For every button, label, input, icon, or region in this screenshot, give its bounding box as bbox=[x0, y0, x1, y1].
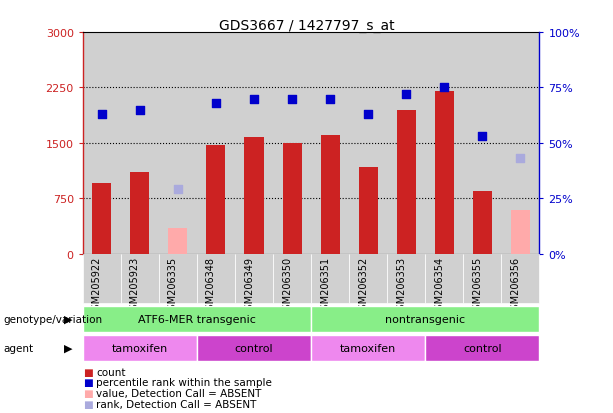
FancyBboxPatch shape bbox=[425, 335, 539, 361]
Point bbox=[287, 96, 297, 103]
FancyBboxPatch shape bbox=[311, 335, 425, 361]
Bar bbox=[359, 168, 378, 254]
Point bbox=[173, 187, 183, 193]
Point bbox=[440, 85, 449, 92]
Bar bbox=[83, 33, 121, 254]
Text: ■: ■ bbox=[83, 377, 93, 387]
Bar bbox=[387, 33, 425, 254]
Text: tamoxifen: tamoxifen bbox=[112, 343, 168, 353]
Text: genotype/variation: genotype/variation bbox=[3, 314, 102, 324]
Bar bbox=[463, 33, 501, 254]
Bar bbox=[159, 33, 197, 254]
Text: GSM206356: GSM206356 bbox=[511, 256, 520, 316]
Point bbox=[364, 112, 373, 118]
Text: ▶: ▶ bbox=[64, 314, 72, 324]
FancyBboxPatch shape bbox=[121, 254, 159, 304]
Point bbox=[326, 96, 335, 103]
Text: GSM206350: GSM206350 bbox=[282, 256, 292, 316]
Text: GSM205923: GSM205923 bbox=[130, 256, 140, 316]
Point bbox=[478, 133, 487, 140]
Point bbox=[97, 112, 107, 118]
Bar bbox=[397, 110, 416, 254]
Bar bbox=[311, 33, 349, 254]
Text: GSM206354: GSM206354 bbox=[434, 256, 444, 316]
Text: GSM206355: GSM206355 bbox=[473, 256, 482, 316]
Text: ■: ■ bbox=[83, 399, 93, 409]
Bar bbox=[121, 33, 159, 254]
FancyBboxPatch shape bbox=[83, 335, 197, 361]
FancyBboxPatch shape bbox=[501, 254, 539, 304]
Bar bbox=[283, 144, 302, 254]
Text: agent: agent bbox=[3, 343, 33, 353]
Bar bbox=[93, 184, 112, 254]
Text: GSM206351: GSM206351 bbox=[320, 256, 330, 316]
Bar bbox=[473, 191, 492, 254]
Text: ATF6-MER transgenic: ATF6-MER transgenic bbox=[138, 314, 256, 324]
FancyBboxPatch shape bbox=[159, 254, 197, 304]
Text: ▶: ▶ bbox=[64, 343, 72, 353]
Bar bbox=[349, 33, 387, 254]
Text: percentile rank within the sample: percentile rank within the sample bbox=[96, 377, 272, 387]
FancyBboxPatch shape bbox=[387, 254, 425, 304]
FancyBboxPatch shape bbox=[197, 254, 235, 304]
Bar bbox=[131, 173, 150, 254]
Text: value, Detection Call = ABSENT: value, Detection Call = ABSENT bbox=[96, 388, 262, 398]
Bar bbox=[511, 211, 530, 254]
FancyBboxPatch shape bbox=[425, 254, 463, 304]
Text: rank, Detection Call = ABSENT: rank, Detection Call = ABSENT bbox=[96, 399, 257, 409]
Text: control: control bbox=[463, 343, 501, 353]
Point bbox=[249, 96, 259, 103]
Bar bbox=[207, 146, 226, 254]
FancyBboxPatch shape bbox=[311, 306, 539, 332]
Text: ■: ■ bbox=[83, 388, 93, 398]
FancyBboxPatch shape bbox=[349, 254, 387, 304]
Text: control: control bbox=[235, 343, 273, 353]
Text: nontransgenic: nontransgenic bbox=[385, 314, 465, 324]
FancyBboxPatch shape bbox=[273, 254, 311, 304]
Bar bbox=[197, 33, 235, 254]
FancyBboxPatch shape bbox=[197, 335, 311, 361]
Point bbox=[135, 107, 145, 114]
Bar bbox=[273, 33, 311, 254]
Bar bbox=[321, 136, 340, 254]
Point bbox=[402, 92, 411, 98]
Text: GSM206352: GSM206352 bbox=[358, 256, 368, 316]
Bar bbox=[501, 33, 539, 254]
Text: tamoxifen: tamoxifen bbox=[340, 343, 397, 353]
Bar bbox=[169, 228, 188, 254]
Bar bbox=[425, 33, 463, 254]
FancyBboxPatch shape bbox=[311, 254, 349, 304]
Bar bbox=[235, 33, 273, 254]
Text: GSM206335: GSM206335 bbox=[168, 256, 178, 316]
Text: count: count bbox=[96, 367, 126, 377]
Text: GSM206349: GSM206349 bbox=[244, 256, 254, 316]
Text: GSM206353: GSM206353 bbox=[396, 256, 406, 316]
FancyBboxPatch shape bbox=[463, 254, 501, 304]
Text: GDS3667 / 1427797_s_at: GDS3667 / 1427797_s_at bbox=[219, 19, 394, 33]
Point bbox=[516, 156, 525, 162]
FancyBboxPatch shape bbox=[235, 254, 273, 304]
Text: GSM205922: GSM205922 bbox=[92, 256, 102, 316]
Bar bbox=[245, 138, 264, 254]
Text: ■: ■ bbox=[83, 367, 93, 377]
FancyBboxPatch shape bbox=[83, 254, 121, 304]
Text: GSM206348: GSM206348 bbox=[206, 256, 216, 316]
Bar bbox=[435, 92, 454, 254]
Point bbox=[211, 100, 221, 107]
FancyBboxPatch shape bbox=[83, 306, 311, 332]
